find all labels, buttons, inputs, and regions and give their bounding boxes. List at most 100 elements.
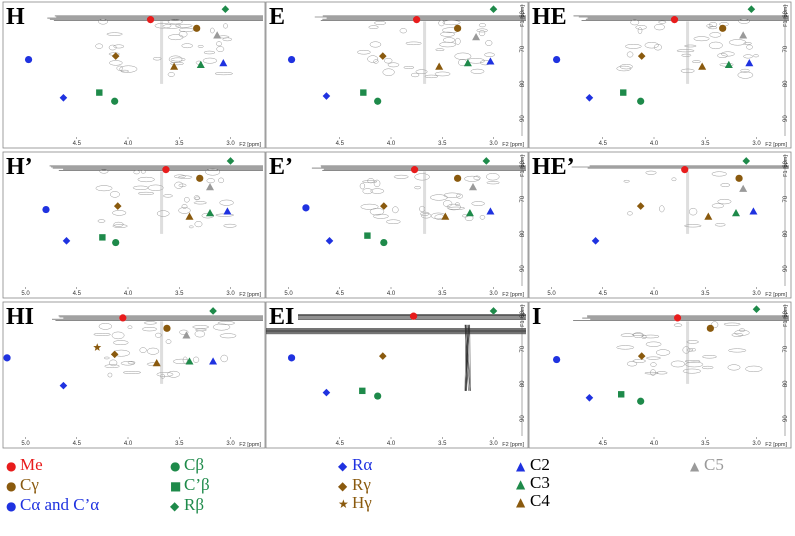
- panel-title: HE’: [532, 154, 575, 180]
- panel-3: 4.5 4.0 3.5 3.0 F2 [ppm] 60 70 80 90 F1 [ppm] HE: [528, 1, 792, 149]
- x-tick-label: 4.5: [336, 141, 345, 147]
- contour: [447, 206, 465, 210]
- x-tick-label: 4.5: [73, 291, 82, 297]
- marker-ca: [287, 55, 296, 64]
- legend-label: Cα and C’α: [20, 495, 100, 514]
- x-axis-label: F2 [ppm]: [765, 142, 787, 148]
- legend-label: C’β: [184, 475, 210, 494]
- contour: [446, 203, 462, 211]
- marker-cb: [637, 97, 645, 105]
- contour: [387, 62, 400, 68]
- contour: [215, 41, 223, 47]
- contour: [456, 193, 464, 199]
- x-tick-label: 3.0: [489, 441, 498, 447]
- y-tick-label: 80: [520, 380, 526, 387]
- contour: [630, 19, 640, 26]
- legend-label: Me: [20, 455, 43, 474]
- marker-c3: [463, 59, 472, 67]
- contour: [93, 333, 111, 336]
- contour: [656, 371, 668, 375]
- star-icon: ★: [338, 497, 349, 511]
- contour: [152, 57, 162, 61]
- circle-icon: ●: [170, 459, 181, 473]
- y-tick-label: 70: [520, 345, 526, 352]
- contour: [632, 359, 646, 363]
- marker-rg: [637, 352, 646, 360]
- marker-ca: [553, 355, 561, 364]
- contour: [120, 69, 129, 73]
- contour: [193, 201, 207, 205]
- x-axis-label: F2 [ppm]: [502, 442, 524, 448]
- contour: [112, 210, 127, 216]
- marker-cb: [637, 397, 645, 405]
- contour: [104, 356, 110, 360]
- panel-frame: [528, 151, 792, 299]
- contour: [706, 24, 713, 28]
- contour: [368, 25, 379, 30]
- contour: [620, 333, 635, 338]
- contour: [360, 203, 379, 210]
- t1-noise-streak: [466, 324, 470, 391]
- contour: [168, 55, 183, 63]
- x-tick-label: 3.5: [175, 441, 184, 447]
- marker-c4: [441, 212, 450, 220]
- x-tick-label: 5.0: [547, 291, 556, 297]
- contour: [684, 224, 702, 228]
- x-tick-label: 4.5: [336, 441, 345, 447]
- contour: [178, 175, 193, 179]
- marker-rb: [221, 5, 230, 14]
- contour: [438, 20, 445, 27]
- contour: [194, 196, 201, 200]
- panel-title: HE: [532, 4, 567, 30]
- contour: [405, 41, 422, 46]
- legend-label: Rα: [352, 455, 373, 474]
- contour: [727, 364, 741, 371]
- contour: [107, 372, 113, 378]
- contour: [147, 184, 164, 191]
- contour: [214, 72, 233, 76]
- contour: [478, 23, 487, 28]
- legend-item-c2: ▲ C2: [516, 456, 550, 475]
- marker-cg: [193, 24, 201, 32]
- t1-noise-streak: [464, 324, 467, 391]
- x-tick-label: 4.0: [387, 141, 396, 147]
- contour: [434, 71, 451, 77]
- contour: [219, 333, 237, 339]
- contour: [642, 334, 660, 339]
- contour: [367, 55, 379, 63]
- marker-c4: [435, 62, 444, 70]
- contour: [688, 207, 698, 216]
- marker-c5: [206, 183, 214, 191]
- contour: [476, 28, 488, 33]
- x-tick-label: 4.0: [387, 291, 396, 297]
- legend-item-ralpha: ◆ Rα: [338, 456, 372, 475]
- contour: [743, 42, 752, 45]
- x-tick-label: 3.5: [438, 141, 447, 147]
- marker-c2: [486, 57, 495, 65]
- contour: [619, 64, 633, 70]
- contour: [717, 198, 732, 205]
- panel-frame: [265, 151, 529, 299]
- contour: [635, 25, 647, 30]
- circle-icon: ●: [6, 479, 17, 493]
- x-tick-label: 4.0: [124, 441, 133, 447]
- legend-item-c3: ▲ C3: [516, 474, 550, 493]
- triangle-icon: ▲: [516, 477, 526, 491]
- panel-title: H’: [6, 154, 33, 180]
- contour: [442, 20, 461, 26]
- contour: [659, 205, 665, 213]
- square-icon: ■: [170, 479, 182, 493]
- legend-label: C5: [704, 455, 724, 474]
- contour: [111, 331, 125, 340]
- marker-rg: [113, 202, 122, 210]
- legend-label: Rβ: [184, 495, 204, 514]
- contour: [370, 188, 385, 194]
- marker-c4: [170, 62, 179, 70]
- x-tick-label: 4.5: [336, 291, 345, 297]
- contour: [374, 21, 387, 25]
- contour: [682, 346, 690, 354]
- contour: [127, 361, 136, 365]
- x-tick-label: 4.0: [650, 291, 659, 297]
- contour: [650, 369, 656, 376]
- marker-me: [673, 314, 682, 322]
